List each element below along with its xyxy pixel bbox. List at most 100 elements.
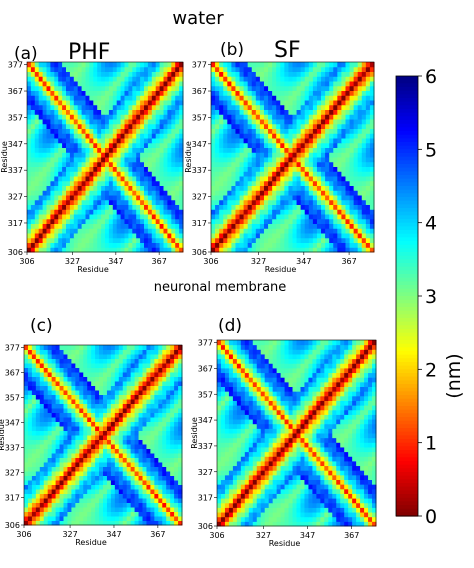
heatmap-cell [247, 100, 253, 106]
heatmap-cell [268, 114, 273, 120]
heatmap-cell [288, 166, 294, 172]
heatmap-cell [150, 385, 155, 391]
heatmap-cell [67, 502, 72, 508]
heatmap-cell [276, 161, 281, 167]
heatmap-cell [231, 214, 236, 220]
heatmap-cell [243, 114, 249, 120]
heatmap-cell [124, 242, 129, 248]
heatmap-cell [292, 199, 298, 205]
heatmap-cell [112, 204, 118, 210]
heatmap-cell [147, 76, 153, 82]
heatmap-cell [146, 520, 151, 526]
heatmap-cell [167, 247, 172, 253]
heatmap-cell [159, 128, 164, 134]
heatmap-cell [42, 171, 47, 177]
heatmap-cell [357, 218, 363, 224]
heatmap-cell [235, 209, 241, 215]
heatmap-cell [215, 114, 220, 120]
heatmap-cell [349, 90, 355, 96]
heatmap-cell [151, 147, 157, 153]
heatmap-cell [140, 76, 145, 82]
heatmap-cell [174, 453, 179, 458]
heatmap-cell [30, 166, 36, 172]
heatmap-cell [296, 218, 302, 224]
heatmap-cell [280, 161, 285, 167]
heatmap-cell [179, 133, 184, 139]
heatmap-cell [134, 403, 140, 409]
heatmap-cell [300, 195, 306, 201]
heatmap-cell [268, 142, 273, 148]
heatmap-cell [251, 71, 257, 77]
heatmap-cell [30, 62, 36, 68]
heatmap-cell [235, 138, 241, 144]
heatmap-cell [108, 128, 114, 134]
heatmap-cell [142, 399, 147, 404]
heatmap-cell [219, 71, 224, 77]
heatmap-cell [63, 403, 68, 409]
heatmap-cell [178, 394, 183, 400]
heatmap-cell [54, 228, 59, 234]
heatmap-cell [361, 176, 367, 182]
heatmap-cell [50, 104, 55, 110]
heatmap-cell [167, 218, 172, 224]
heatmap-cell [66, 66, 71, 72]
heatmap-cell [259, 147, 265, 153]
heatmap-cell [114, 345, 120, 350]
heatmap-cell [163, 161, 168, 167]
x-axis-label: Residue [75, 538, 107, 547]
heatmap-cell [170, 444, 175, 449]
heatmap-cell [296, 142, 302, 148]
heatmap-cell [357, 209, 363, 215]
heatmap-cell [321, 199, 326, 205]
heatmap-cell [300, 66, 306, 72]
heatmap-cell [126, 363, 132, 368]
heatmap-cell [178, 426, 183, 431]
heatmap-cell [304, 199, 310, 205]
heatmap-cell [124, 214, 129, 220]
heatmap-cell [368, 521, 373, 527]
heatmap-cell [280, 166, 285, 172]
heatmap-cell [55, 417, 61, 422]
heatmap-cell [251, 195, 257, 201]
heatmap-cell [134, 493, 140, 499]
heatmap-cell [211, 190, 216, 196]
heatmap-cell [101, 119, 106, 125]
heatmap-cell [308, 233, 314, 239]
heatmap-cell [120, 138, 125, 144]
heatmap-cell [120, 214, 125, 220]
heatmap-cell [167, 81, 172, 87]
heatmap-cell [63, 516, 68, 521]
heatmap-cell [251, 85, 257, 91]
heatmap-cell [24, 381, 29, 386]
heatmap-cell [259, 237, 265, 243]
heatmap-cell [235, 218, 241, 224]
panel-a-title: PHF [68, 40, 111, 65]
heatmap-cell [174, 480, 179, 485]
heatmap-cell [77, 157, 83, 163]
heatmap-cell [231, 142, 236, 148]
heatmap-cell [154, 511, 159, 517]
heatmap-cell [66, 138, 71, 144]
heatmap-cell [158, 358, 163, 364]
heatmap-cell [146, 358, 151, 364]
heatmap-cell [341, 90, 346, 96]
heatmap-cell [147, 85, 153, 91]
heatmap-cell [24, 489, 29, 494]
heatmap-cell [59, 435, 64, 440]
heatmap-cell [151, 128, 157, 134]
heatmap-cell [223, 195, 228, 201]
heatmap-cell [58, 114, 63, 120]
heatmap-cell [97, 228, 102, 234]
heatmap-cell [166, 507, 171, 512]
heatmap-cell [276, 128, 281, 134]
heatmap-cell [71, 520, 76, 526]
x-tick-label: 327 [65, 257, 80, 266]
heatmap-cell [110, 390, 116, 395]
heatmap-cell [99, 399, 104, 404]
heatmap-cell [91, 475, 96, 481]
heatmap-cell [103, 507, 108, 512]
heatmap-cell [329, 152, 334, 158]
heatmap-cell [81, 90, 86, 96]
heatmap-cell [158, 408, 163, 413]
heatmap-cell [128, 85, 133, 91]
